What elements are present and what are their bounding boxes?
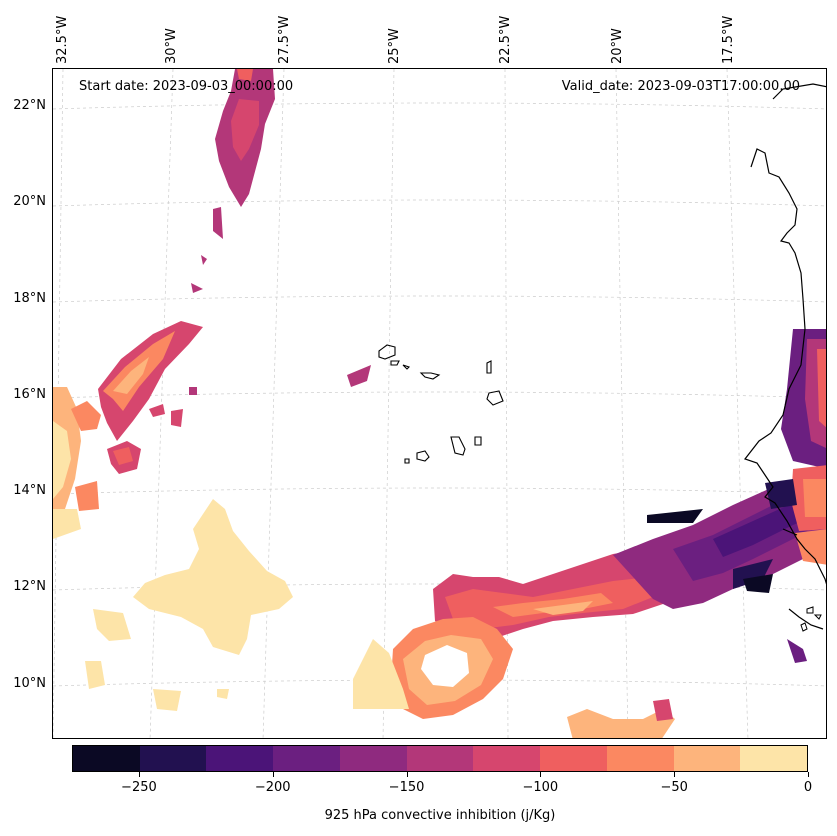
cin-area-coast-north-core	[817, 349, 826, 428]
cin-area-small-3	[201, 255, 207, 265]
cin-area-south-band-peak	[533, 601, 593, 615]
cin-area-small-2	[191, 283, 203, 293]
colorbar-tick-label: −250	[121, 780, 157, 795]
colorbar-segment	[406, 746, 474, 771]
island-sao-vicente	[390, 360, 400, 366]
island-boa-vista	[486, 390, 504, 406]
cin-area-pale-2	[93, 609, 131, 641]
island-maio	[474, 436, 482, 446]
colorbar-tick-label: −100	[522, 780, 559, 795]
colorbar-tick-label: 0	[803, 780, 813, 795]
colorbar-segment	[606, 746, 674, 771]
cin-area-south-pale	[133, 499, 293, 655]
bissagos-islands	[800, 606, 822, 632]
island-santo-antao	[378, 344, 396, 360]
colorbar-segment	[540, 746, 607, 771]
cin-area-far-west-band	[71, 401, 101, 431]
cin-area-west-band	[98, 321, 203, 441]
map-panel: Start date: 2023-09-03_00:00:00 Valid_da…	[52, 68, 827, 739]
cin-area-pale-3	[85, 661, 105, 689]
cin-area-guinea	[787, 639, 807, 663]
cin-area-far-west-inner	[53, 421, 71, 499]
cin-area-pale-4	[153, 689, 181, 711]
lon-label-17-5w: 17.5°W	[721, 15, 736, 64]
lon-label-22-5w: 22.5°W	[498, 15, 513, 64]
cin-area-lower-ring-hole	[421, 645, 469, 687]
colorbar-segment	[339, 746, 407, 771]
cin-area-west-band-core	[113, 357, 149, 394]
cin-area-dark-strip	[647, 509, 703, 523]
lon-label-30w: 30°W	[164, 28, 179, 64]
colorbar-tick	[272, 772, 274, 777]
map-canvas	[53, 69, 826, 738]
lat-label-10n: 10°N	[13, 676, 46, 691]
lat-label-12n: 12°N	[13, 579, 46, 594]
lat-label-16n: 16°N	[13, 387, 46, 402]
cin-area-bottom-right-pink	[653, 699, 673, 721]
lon-label-25w: 25°W	[387, 28, 402, 64]
island-santiago	[450, 436, 466, 456]
lon-label-20w: 20°W	[610, 28, 625, 64]
cin-area-small-5	[149, 404, 165, 417]
cin-area-lower-pale	[353, 639, 409, 709]
colorbar-segment	[673, 746, 741, 771]
lat-label-20n: 20°N	[13, 194, 46, 209]
island-fogo	[416, 450, 430, 462]
lat-label-14n: 14°N	[13, 483, 46, 498]
lon-label-27-5w: 27.5°W	[277, 15, 292, 64]
colorbar-tick-label: −150	[388, 780, 425, 795]
colorbar-tick	[808, 772, 809, 777]
cin-area-far-west-patch	[75, 481, 99, 511]
island-brava	[404, 458, 410, 464]
cin-area-coast-south	[795, 529, 826, 565]
cin-area-coast-mid-inner	[803, 479, 826, 517]
colorbar-tick	[674, 772, 676, 777]
cin-area-small-4	[171, 409, 183, 427]
cin-contours	[53, 69, 826, 738]
cin-area-pale-5	[217, 689, 229, 699]
cape-verde-islands	[378, 344, 504, 464]
colorbar-segment	[139, 746, 207, 771]
island-sal	[486, 360, 492, 374]
colorbar-segment	[206, 746, 274, 771]
cin-area-mid-small	[347, 365, 371, 387]
cin-area-pale-6	[53, 509, 81, 539]
start-date-label: Start date: 2023-09-03_00:00:00	[79, 79, 294, 94]
cin-area-south-band-core	[493, 593, 613, 617]
island-sao-nicolau	[419, 372, 441, 380]
cin-area-bottom-right	[567, 709, 675, 738]
colorbar-segment	[740, 746, 808, 771]
colorbar-tick-label: −200	[254, 780, 291, 795]
lon-label-32-5w: 32.5°W	[55, 15, 70, 64]
colorbar-tick	[540, 772, 542, 777]
valid-date-label: Valid_date: 2023-09-03T17:00:00.00	[561, 79, 800, 94]
colorbar	[72, 745, 808, 772]
island-santa-luzia	[402, 364, 411, 370]
lat-label-22n: 22°N	[13, 98, 46, 113]
cin-area-africa-band-darkest	[733, 559, 773, 589]
colorbar-tick	[138, 772, 140, 777]
lat-label-18n: 18°N	[13, 291, 46, 306]
colorbar-segment	[273, 746, 340, 771]
colorbar-tick-label: −50	[660, 780, 688, 795]
cin-area-west-blob-inner	[113, 447, 133, 465]
cin-area-north-top	[237, 69, 253, 81]
africa-coastline	[744, 83, 826, 630]
cin-area-north-plume-inner	[231, 99, 259, 161]
colorbar-segment	[473, 746, 541, 771]
cin-area-small-1	[213, 207, 223, 239]
colorbar-segment	[73, 746, 140, 771]
cin-area-small-6	[189, 387, 197, 395]
colorbar-tick	[406, 772, 408, 777]
cin-area-dark-patch	[743, 574, 773, 593]
colorbar-label: 925 hPa convective inhibition (j/Kg)	[324, 808, 556, 823]
